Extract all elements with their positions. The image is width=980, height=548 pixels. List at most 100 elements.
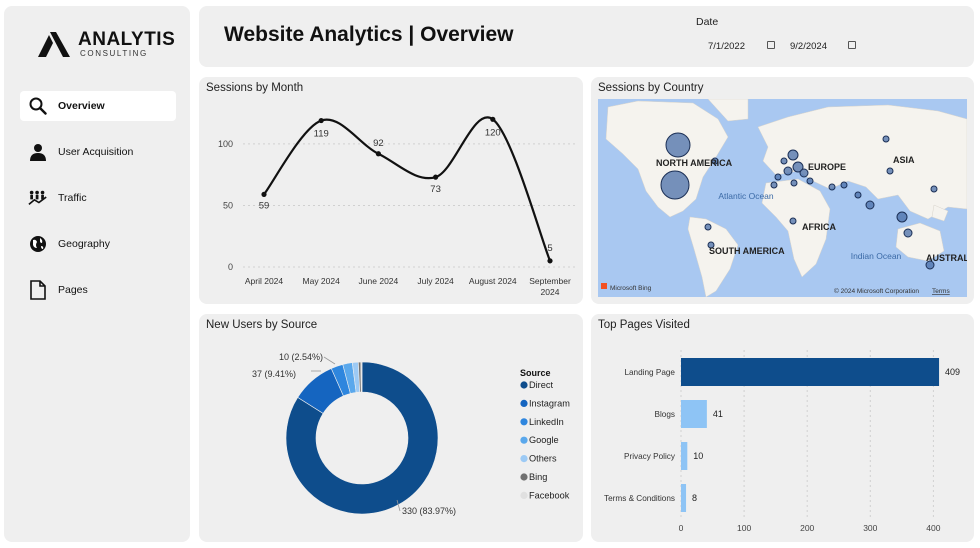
x-tick-label: August 2024 xyxy=(469,276,517,286)
bar xyxy=(681,400,707,428)
nav-label-user-acquisition: User Acquisition xyxy=(58,146,134,158)
bubble xyxy=(882,135,890,143)
world-map[interactable]: NORTH AMERICA EUROPE ASIA AFRICA SOUTH A… xyxy=(598,99,967,297)
bar-value-label: 41 xyxy=(713,409,723,419)
legend-entry: Bing xyxy=(529,472,547,482)
legend-swatch xyxy=(520,436,528,444)
data-point xyxy=(375,151,381,157)
new-users-donut-chart: 330 (83.97%) 37 (9.41%) 10 (2.54%) Source Di… xyxy=(252,352,570,516)
category-label: Blogs xyxy=(655,410,675,419)
series-line xyxy=(263,116,552,262)
data-point xyxy=(261,191,267,197)
user-icon xyxy=(28,142,48,162)
y-tick-label: 100 xyxy=(218,139,233,149)
nav-label-overview: Overview xyxy=(58,100,105,112)
bubble xyxy=(792,161,804,173)
sessions-by-country-card: Sessions by Country xyxy=(591,77,974,304)
legend-swatch xyxy=(520,418,528,426)
map-label: AUSTRALIA xyxy=(926,253,967,263)
legend-entry: Direct xyxy=(529,380,553,390)
bubble xyxy=(711,157,719,165)
bubble xyxy=(828,183,836,191)
x-tick-label: July 2024 xyxy=(417,276,454,286)
land-shapes xyxy=(605,99,967,297)
data-point xyxy=(547,258,553,264)
bubble xyxy=(774,173,782,181)
bar-value-label: 8 xyxy=(692,493,697,503)
bubble xyxy=(789,217,797,225)
new-users-by-source-card: New Users by Source 330 (83.97%) 37 (9.41… xyxy=(199,314,583,542)
bar-value-label: 10 xyxy=(693,451,703,461)
x-tick-label: May 2024 xyxy=(303,276,341,286)
data-point xyxy=(433,174,439,180)
bubble xyxy=(930,185,938,193)
legend-entry: Others xyxy=(529,454,557,464)
category-label: Terms & Conditions xyxy=(604,494,675,503)
legend-swatch xyxy=(520,399,528,407)
nav-item-pages[interactable]: Pages xyxy=(20,275,176,305)
x-tick-label: 200 xyxy=(800,523,814,533)
nav-item-user-acquisition[interactable]: User Acquisition xyxy=(20,137,176,167)
nav-item-overview[interactable]: Overview xyxy=(20,91,176,121)
data-label: 5 xyxy=(547,243,552,254)
date-start-input[interactable]: 7/1/2022 xyxy=(708,41,745,52)
bubble xyxy=(660,170,690,200)
bubble xyxy=(665,132,691,158)
nav-item-traffic[interactable]: Traffic xyxy=(20,183,176,213)
nav-item-geography[interactable]: Geography xyxy=(20,229,176,259)
card-title: Sessions by Country xyxy=(598,82,704,94)
date-label: Date xyxy=(696,16,719,28)
nav-label-traffic: Traffic xyxy=(58,192,87,204)
legend-entry: LinkedIn xyxy=(529,417,564,427)
card-title: New Users by Source xyxy=(206,319,318,331)
x-tick-label: 0 xyxy=(679,523,684,533)
slice-label: 37 (9.41%) xyxy=(252,369,296,379)
bing-logo-icon xyxy=(601,283,607,289)
map-copyright: © 2024 Microsoft Corporation xyxy=(834,287,919,295)
bubble xyxy=(806,177,814,185)
sessions-line-chart: 0 50 100 59 119 92 73 120 5 April 2024 May 2024 Jun… xyxy=(218,116,575,297)
bubble xyxy=(780,157,788,165)
bubble xyxy=(790,179,798,187)
data-label: 92 xyxy=(373,138,384,149)
nav-label-geography: Geography xyxy=(58,238,110,250)
bar xyxy=(681,358,940,386)
data-label: 59 xyxy=(259,200,270,211)
x-tick-label: 2024 xyxy=(541,287,560,297)
legend-swatch xyxy=(520,455,528,463)
legend-swatch xyxy=(520,473,528,481)
bar xyxy=(681,442,688,470)
top-pages-visited-card: Top Pages Visited 0 100 200 300 400 409 Landin… xyxy=(591,314,974,542)
x-tick-label: 100 xyxy=(737,523,751,533)
calendar-icon[interactable] xyxy=(767,41,775,49)
bubble xyxy=(886,167,894,175)
bubble xyxy=(787,149,799,161)
calendar-icon[interactable] xyxy=(848,41,856,49)
logo: ANALYTIS CONSULTING xyxy=(36,30,175,58)
map-label: ASIA xyxy=(893,155,915,165)
data-label: 119 xyxy=(314,129,329,140)
category-label: Landing Page xyxy=(624,368,675,377)
legend-swatch xyxy=(520,381,528,389)
data-point xyxy=(318,117,324,124)
card-title: Top Pages Visited xyxy=(598,319,690,331)
legend-swatch xyxy=(520,491,528,499)
bubble xyxy=(783,166,793,176)
bubble xyxy=(799,168,809,178)
card-title: Sessions by Month xyxy=(206,82,304,94)
donut-slice xyxy=(285,361,439,515)
data-point xyxy=(490,116,496,122)
date-end-input[interactable]: 9/2/2024 xyxy=(790,41,827,52)
sessions-by-month-card: Sessions by Month 0 50 100 59 119 92 73 120 5 Apr… xyxy=(199,77,583,304)
bubble xyxy=(704,223,712,231)
nav-label-pages: Pages xyxy=(58,284,88,296)
x-tick-label: April 2024 xyxy=(245,276,284,286)
map-label: Indian Ocean xyxy=(851,251,902,261)
bubble xyxy=(707,241,715,249)
legend-entry: Google xyxy=(529,435,559,445)
bubble xyxy=(896,211,908,223)
category-label: Privacy Policy xyxy=(624,452,676,461)
bar-value-label: 409 xyxy=(945,367,960,377)
bar xyxy=(681,484,687,512)
traffic-icon xyxy=(28,188,48,208)
